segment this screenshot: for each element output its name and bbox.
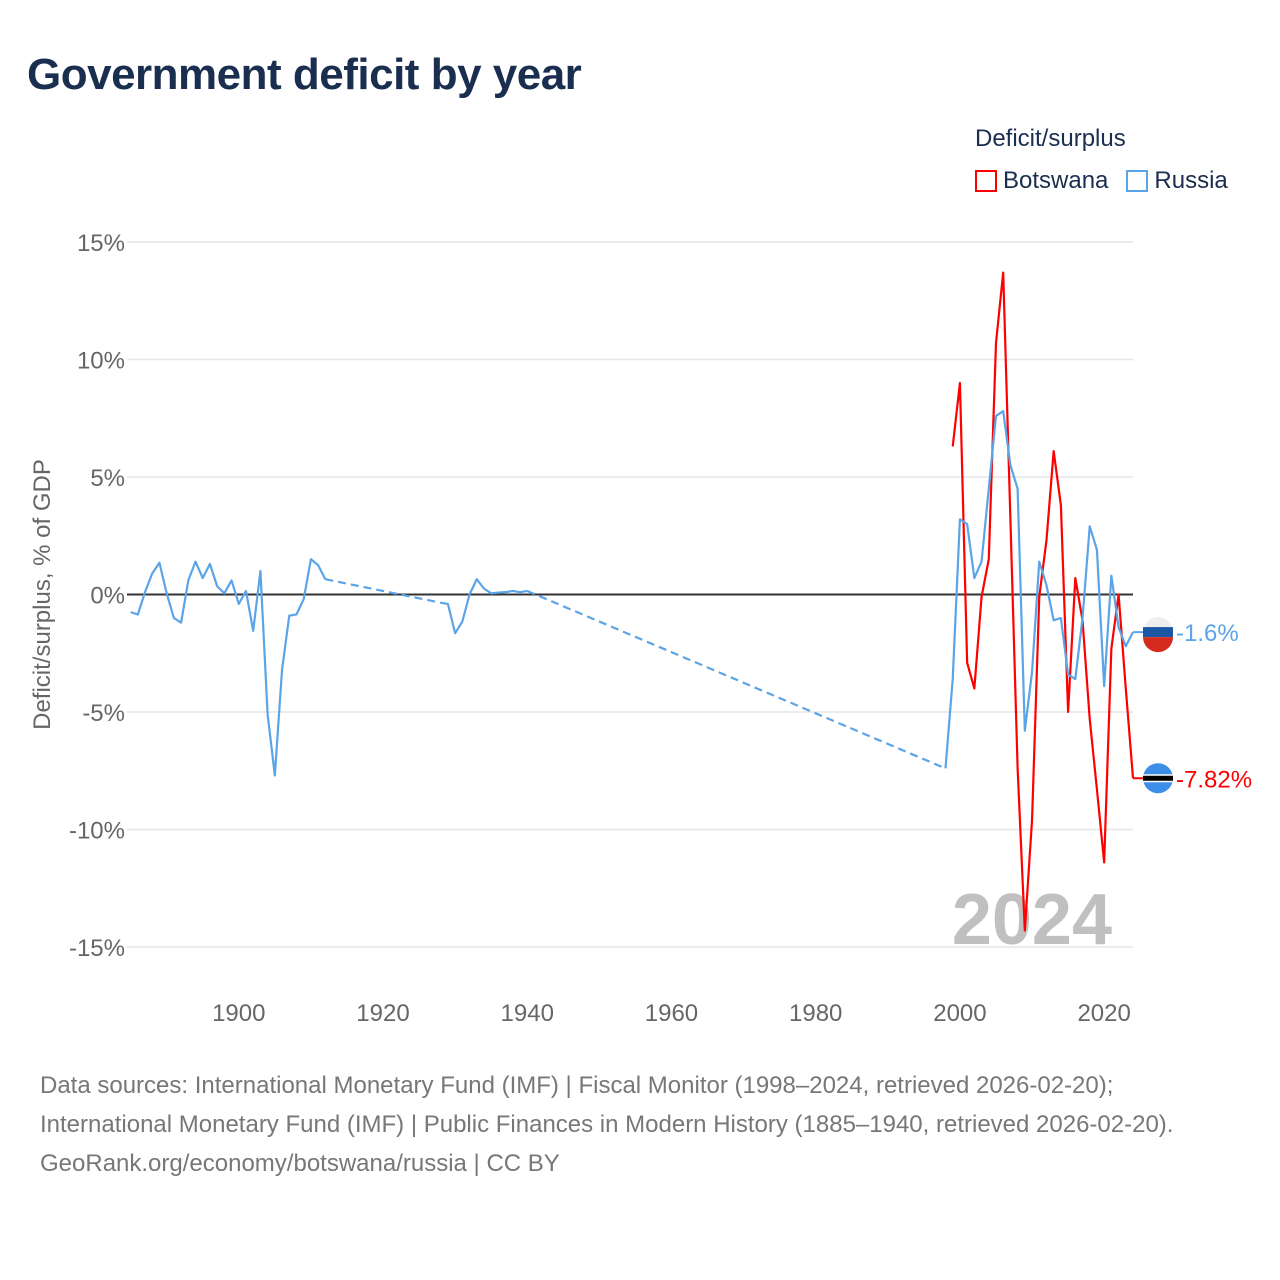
series-line-russia — [440, 578, 528, 635]
plot-area: 15% 10% 5% 0% -5% -10% -15% 1900 1920 1940 1960 198… — [29, 230, 1252, 1027]
y-tick-label: -15% — [69, 935, 125, 962]
y-tick-label: 15% — [77, 230, 125, 257]
source-link[interactable]: GeoRank.org/economy/botswana/russia | CC… — [40, 1150, 560, 1177]
x-tick-label: 1900 — [212, 1000, 265, 1027]
x-tick-label: 2000 — [933, 1000, 986, 1027]
legend-item-russia[interactable]: Russia — [1126, 167, 1228, 195]
end-label-russia: -1.6% — [1176, 620, 1239, 647]
x-tick-label: 1920 — [356, 1000, 409, 1027]
legend-title: Deficit/surplus — [975, 125, 1126, 152]
data-sources: Data sources: International Monetary Fun… — [40, 1072, 1174, 1138]
flag-stripe-russia — [1143, 627, 1173, 638]
series-gap-russia — [325, 578, 441, 604]
y-axis-label: Deficit/surplus, % of GDP — [29, 459, 56, 730]
x-tick-label: 2020 — [1077, 1000, 1130, 1027]
flag-stripe-botswana — [1143, 775, 1173, 781]
end-label-botswana: -7.82% — [1176, 766, 1252, 793]
x-tick-label: 1980 — [789, 1000, 842, 1027]
y-tick-label: 5% — [90, 465, 125, 492]
y-tick-label: 0% — [90, 583, 125, 610]
flag-stripe-russia — [1143, 637, 1173, 653]
series-gap-russia — [526, 589, 946, 770]
legend-item-botswana[interactable]: Botswana — [975, 167, 1108, 195]
chart-title: Government deficit by year — [27, 50, 582, 99]
legend-label-botswana: Botswana — [1003, 167, 1109, 194]
series-line-russia — [130, 558, 327, 777]
x-tick-label: 1960 — [645, 1000, 698, 1027]
x-tick-label: 1940 — [501, 1000, 554, 1027]
year-watermark: 2024 — [952, 880, 1112, 960]
legend-swatch-botswana — [975, 170, 997, 192]
legend-swatch-russia — [1126, 170, 1149, 192]
series-line-botswana — [951, 271, 1135, 932]
y-tick-label: -10% — [69, 818, 125, 845]
footer: Data sources: International Monetary Fun… — [40, 1066, 1240, 1183]
y-tick-label: -5% — [82, 700, 125, 727]
legend: Botswana Russia — [975, 167, 1228, 195]
y-tick-label: 10% — [77, 348, 125, 375]
legend-label-russia: Russia — [1154, 167, 1228, 194]
series-line-russia — [944, 410, 1134, 769]
